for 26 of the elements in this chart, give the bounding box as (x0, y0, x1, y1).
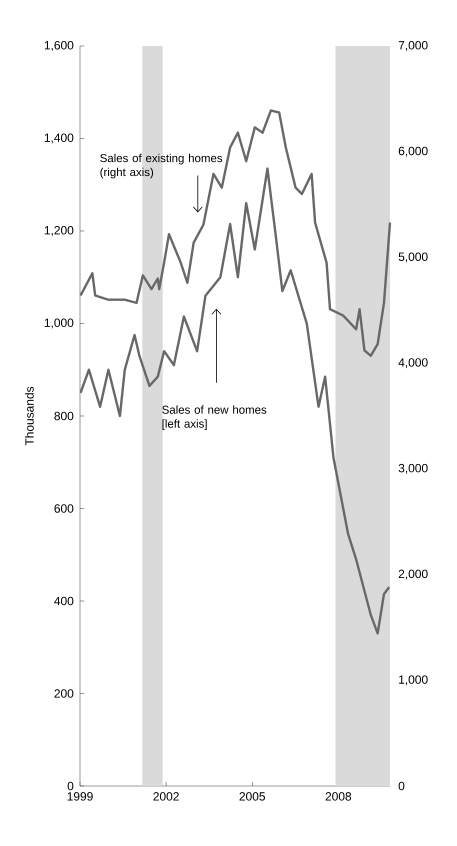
y2-tick-label: 0 (398, 782, 404, 790)
x-tick-label: 2005 (240, 792, 266, 801)
text: Sales of new homes [left axis] (162, 405, 266, 430)
y-tick-label: 1,400 (44, 134, 74, 144)
y-tick-label: 1,200 (44, 226, 74, 236)
x-tick-label: 2002 (153, 792, 179, 801)
y2-tick-label: 7,000 (398, 41, 428, 51)
line-series (79, 109, 392, 357)
y-tick-label: 400 (54, 596, 74, 606)
y2-tick-label: 6,000 (398, 146, 428, 157)
y-tick-label: 1,000 (44, 318, 74, 328)
y-tick-label: 600 (54, 504, 74, 513)
y-axis-title: Thousands (24, 386, 34, 446)
y-tick-label: 0 (68, 782, 74, 790)
y2-tick-label: 3,000 (398, 464, 428, 474)
y2-tick-label: 4,000 (398, 358, 428, 368)
y2-tick-label: 1,000 (399, 675, 428, 686)
series-label: Sales of existing homes (right axis) (100, 154, 222, 178)
y-tick-label: 1,600 (44, 41, 74, 51)
line-series (79, 167, 390, 635)
y-tick-label: 800 (54, 412, 74, 420)
y2-tick-label: 5,000 (398, 252, 428, 262)
x-tick-label: 2008 (326, 792, 352, 801)
y2-tick-label: 2,000 (398, 570, 428, 580)
y-tick-label: 200 (54, 689, 74, 698)
x-tick-label: 1999 (68, 792, 93, 801)
